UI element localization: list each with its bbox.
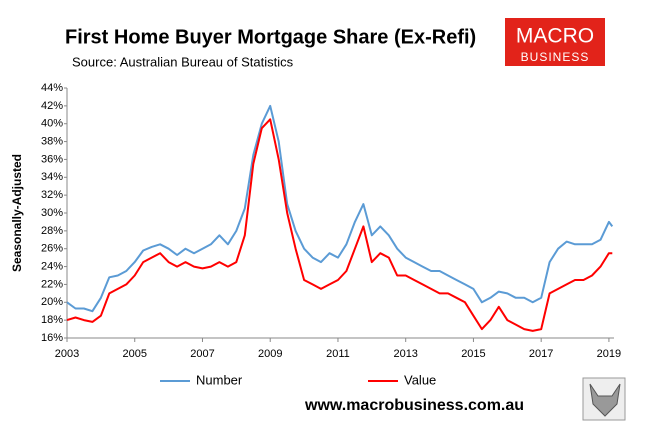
x-tick-label: 2007	[190, 348, 214, 360]
y-tick-label: 30%	[41, 207, 63, 219]
x-tick-label: 2011	[326, 348, 350, 360]
y-tick-label: 22%	[41, 278, 63, 290]
chart-subtitle: Source: Australian Bureau of Statistics	[72, 54, 294, 69]
x-tick-label: 2013	[393, 348, 417, 360]
logo-text: BUSINESS	[521, 50, 590, 64]
y-tick-label: 36%	[41, 153, 63, 165]
legend-label: Value	[404, 372, 436, 387]
y-tick-label: 34%	[41, 171, 63, 183]
x-tick-label: 2019	[597, 348, 621, 360]
footer: www.macrobusiness.com.au	[304, 397, 524, 414]
y-tick-label: 44%	[41, 82, 63, 94]
y-tick-label: 40%	[41, 118, 63, 130]
x-tick-label: 2017	[529, 348, 553, 360]
y-tick-label: 32%	[41, 189, 63, 201]
y-tick-label: 28%	[41, 225, 63, 237]
chart-title: First Home Buyer Mortgage Share (Ex-Refi…	[65, 26, 476, 48]
legend-label: Number	[196, 372, 243, 387]
y-tick-label: 18%	[41, 314, 63, 326]
logo-box	[505, 18, 605, 66]
line-series	[66, 118, 613, 332]
x-tick-label: 2003	[55, 348, 79, 360]
y-tick-label: 26%	[41, 243, 63, 255]
y-tick-label: 24%	[41, 260, 63, 272]
y-axis-label: Seasonally-Adjusted	[10, 154, 24, 272]
y-tick-label: 42%	[41, 100, 63, 112]
x-tick-label: 2015	[461, 348, 485, 360]
fox-icon	[582, 377, 626, 421]
x-tick-label: 2005	[122, 348, 146, 360]
y-tick-label: 38%	[41, 135, 63, 147]
y-tick-label: 16%	[41, 332, 63, 344]
x-tick-label: 2009	[258, 348, 282, 360]
y-tick-label: 20%	[41, 296, 63, 308]
logo-text: MACRO	[516, 25, 594, 48]
line-series	[66, 104, 614, 313]
